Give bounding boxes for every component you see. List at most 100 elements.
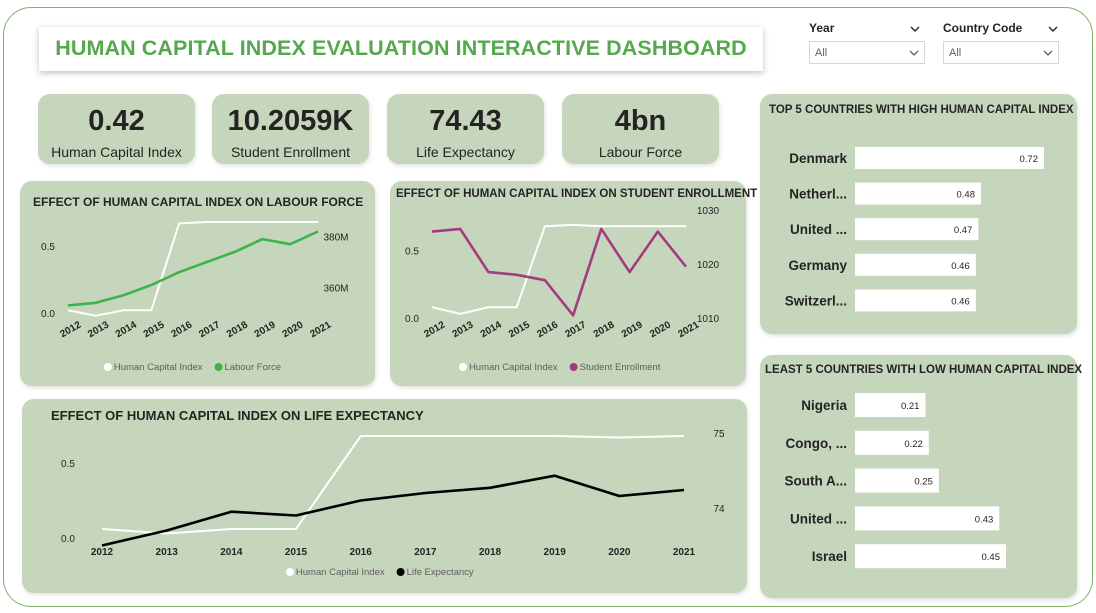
bar xyxy=(855,506,1000,531)
bar xyxy=(855,182,981,205)
x-tick-label: 2015 xyxy=(507,319,532,340)
x-tick-label: 2016 xyxy=(350,547,373,558)
bar xyxy=(855,147,1044,169)
series-line-human-capital-index xyxy=(101,435,685,535)
x-tick-label: 2014 xyxy=(479,319,504,340)
y-left-tick-label: 0.0 xyxy=(61,534,75,545)
y-right-tick-label: 1030 xyxy=(697,206,720,217)
chart-title: LEAST 5 COUNTRIES WITH LOW HUMAN CAPITAL… xyxy=(765,364,1083,376)
life-expectancy-line-chart[interactable]: 0.0 0.5 74 75 2012 2013 2014 2015 2016 2017 2018 20… xyxy=(22,399,747,593)
top5-hci-chart-card: TOP 5 COUNTRIES WITH HIGH HUMAN CAPITAL … xyxy=(760,94,1077,334)
x-tick-label: 2013 xyxy=(156,547,179,558)
x-tick-label: 2019 xyxy=(253,319,278,340)
bar-category-label: Netherl... xyxy=(789,187,847,202)
x-tick-label: 2013 xyxy=(451,319,476,340)
bar xyxy=(855,544,1006,569)
series-line-human-capital-index xyxy=(67,221,318,317)
bar-value-label: 0.25 xyxy=(914,477,933,488)
bar-value-label: 0.45 xyxy=(982,552,1001,563)
legend-marker xyxy=(103,363,112,371)
legend-label: Life Expectancy xyxy=(407,567,474,578)
top5-hci-bar-chart[interactable]: Denmark 0.72 Netherl... 0.48 United ... 0.47 G… xyxy=(760,94,1077,334)
bar xyxy=(855,218,979,241)
kpi-card-life-expectancy: 74.43 Life Expectancy xyxy=(387,94,544,164)
y-left-tick-label: 0.5 xyxy=(405,247,419,258)
country-code-slicer-label: Country Code xyxy=(943,21,1023,35)
y-right-tick-label: 360M xyxy=(323,284,348,295)
chevron-down-icon[interactable] xyxy=(909,23,921,35)
series-line-labour-force xyxy=(67,230,319,307)
bar-value-label: 0.21 xyxy=(901,401,920,412)
kpi-value: 74.43 xyxy=(429,105,502,137)
legend-marker xyxy=(396,568,405,576)
student-enrollment-chart-card: EFFECT OF HUMAN CAPITAL INDEX ON STUDENT… xyxy=(390,181,757,386)
kpi-label: Life Expectancy xyxy=(416,144,515,160)
y-left-tick-label: 0.0 xyxy=(405,314,419,325)
y-right-tick-label: 1020 xyxy=(697,260,720,271)
x-tick-label: 2020 xyxy=(648,319,673,340)
bar-category-label: Congo, ... xyxy=(786,436,848,451)
bar-category-label: Israel xyxy=(812,549,847,564)
bar xyxy=(855,430,929,455)
x-tick-label: 2021 xyxy=(673,547,696,558)
series-line-life-expectancy xyxy=(101,474,685,547)
bar xyxy=(855,393,926,417)
chart-title: EFFECT OF HUMAN CAPITAL INDEX ON LIFE EX… xyxy=(51,408,424,423)
series-line-student-enrollment xyxy=(431,227,688,317)
kpi-card-hci: 0.42 Human Capital Index xyxy=(38,94,195,164)
x-tick-label: 2020 xyxy=(281,319,306,340)
dashboard-title: HUMAN CAPITAL INDEX EVALUATION INTERACTI… xyxy=(55,36,747,60)
year-dropdown-value: All xyxy=(815,47,828,59)
y-left-tick-label: 0.5 xyxy=(61,459,75,470)
y-left-tick-label: 0.5 xyxy=(41,242,55,253)
bar-value-label: 0.46 xyxy=(951,296,970,307)
x-tick-label: 2018 xyxy=(479,547,502,558)
chevron-down-icon[interactable] xyxy=(1047,23,1059,35)
x-tick-label: 2014 xyxy=(220,547,243,558)
legend-label: Human Capital Index xyxy=(296,567,385,578)
bar-value-label: 0.72 xyxy=(1020,154,1039,165)
bar-value-label: 0.47 xyxy=(954,225,973,236)
least5-hci-chart-card: LEAST 5 COUNTRIES WITH LOW HUMAN CAPITAL… xyxy=(760,355,1082,598)
least5-hci-bar-chart[interactable]: Nigeria 0.21 Congo, ... 0.22 South A... 0.25 U… xyxy=(760,355,1077,598)
bar-category-label: Denmark xyxy=(789,151,847,166)
bar-value-label: 0.22 xyxy=(904,439,923,450)
bar-category-label: United ... xyxy=(790,511,847,526)
x-tick-label: 2016 xyxy=(169,319,194,340)
chart-title: TOP 5 COUNTRIES WITH HIGH HUMAN CAPITAL … xyxy=(769,104,1074,116)
bar-category-label: United ... xyxy=(790,222,847,237)
series-line-human-capital-index xyxy=(431,223,686,315)
x-tick-label: 2019 xyxy=(620,319,645,340)
country-code-dropdown[interactable]: All xyxy=(943,41,1059,64)
y-right-tick-label: 1010 xyxy=(697,314,720,325)
bar-category-label: Switzerl... xyxy=(785,293,847,308)
kpi-label: Labour Force xyxy=(598,144,683,160)
chart-title: EFFECT OF HUMAN CAPITAL INDEX ON LABOUR … xyxy=(33,195,364,209)
x-tick-label: 2016 xyxy=(535,319,560,340)
kpi-card-enrollment: 10.2059K Student Enrollment xyxy=(212,94,369,164)
kpi-value: 0.42 xyxy=(88,105,145,137)
student-enrollment-line-chart[interactable]: 0.0 0.5 1010 1020 1030 2012 2013 2014 2015 2016 20… xyxy=(390,181,746,386)
year-slicer-label: Year xyxy=(809,21,835,35)
x-tick-label: 2012 xyxy=(422,319,447,340)
chart-title: EFFECT OF HUMAN CAPITAL INDEX ON STUDENT… xyxy=(396,188,758,200)
x-tick-label: 2015 xyxy=(285,547,308,558)
x-tick-label: 2015 xyxy=(142,319,167,340)
kpi-value: 4bn xyxy=(614,105,667,137)
bar-category-label: Germany xyxy=(788,258,847,273)
x-tick-label: 2017 xyxy=(414,547,437,558)
bar-value-label: 0.43 xyxy=(975,514,994,525)
x-tick-label: 2018 xyxy=(225,319,250,340)
kpi-label: Human Capital Index xyxy=(51,144,182,160)
bar-category-label: South A... xyxy=(785,474,848,489)
x-tick-label: 2019 xyxy=(544,547,567,558)
life-expectancy-chart-card: EFFECT OF HUMAN CAPITAL INDEX ON LIFE EX… xyxy=(22,399,747,593)
bar-category-label: Nigeria xyxy=(801,398,847,413)
bar xyxy=(855,468,939,493)
year-dropdown[interactable]: All xyxy=(809,41,925,64)
bar-value-label: 0.48 xyxy=(957,190,976,201)
x-tick-label: 2012 xyxy=(58,319,83,340)
kpi-label: Student Enrollment xyxy=(230,144,351,160)
kpi-card-labour-force: 4bn Labour Force xyxy=(562,94,719,164)
